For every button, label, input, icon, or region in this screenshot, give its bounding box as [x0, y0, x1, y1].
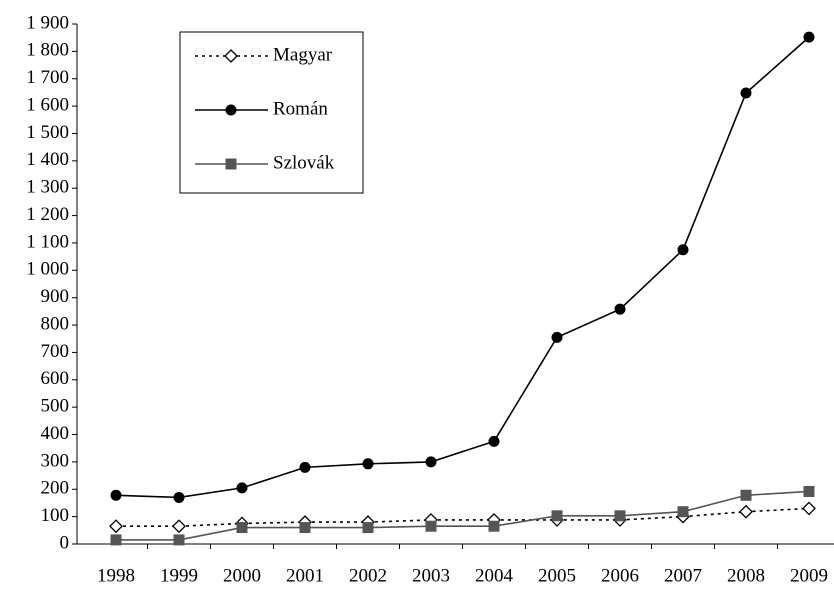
point: [173, 491, 185, 503]
y-tick-label: 200: [41, 478, 70, 499]
point: [551, 331, 563, 343]
y-tick-label: 0: [60, 532, 70, 553]
y-tick-label: 1 000: [26, 259, 69, 280]
y-tick-label: 1 800: [26, 40, 69, 61]
y-tick-label: 700: [41, 341, 70, 362]
point: [299, 461, 311, 473]
point: [110, 534, 122, 546]
point: [236, 522, 248, 534]
y-tick-label: 1 900: [26, 12, 69, 33]
x-tick-label: 2006: [601, 565, 639, 586]
point: [299, 522, 311, 534]
y-tick-label: 100: [41, 505, 70, 526]
point: [225, 104, 237, 116]
x-tick-label: 2008: [727, 565, 765, 586]
point: [173, 534, 185, 546]
y-tick-label: 1 500: [26, 122, 69, 143]
point: [614, 303, 626, 315]
point: [488, 520, 500, 532]
x-tick-label: 1998: [97, 565, 135, 586]
point: [803, 31, 815, 43]
x-tick-label: 2005: [538, 565, 576, 586]
point: [425, 520, 437, 532]
point: [362, 522, 374, 534]
point: [236, 482, 248, 494]
y-tick-label: 300: [41, 450, 70, 471]
x-tick-label: 2000: [223, 565, 261, 586]
y-tick-label: 1 200: [26, 204, 69, 225]
x-tick-label: 2002: [349, 565, 387, 586]
point: [677, 244, 689, 256]
point: [803, 485, 815, 497]
point: [614, 510, 626, 522]
point: [225, 158, 237, 170]
point: [740, 87, 752, 99]
x-tick-label: 2009: [790, 565, 828, 586]
point: [551, 510, 563, 522]
x-tick-label: 2003: [412, 565, 450, 586]
point: [802, 501, 816, 516]
x-tick-label: 2004: [475, 565, 514, 586]
y-tick-label: 400: [41, 423, 70, 444]
x-tick-label: 1999: [160, 565, 198, 586]
x-tick-label: 2001: [286, 565, 324, 586]
point: [109, 519, 123, 534]
point: [488, 435, 500, 447]
y-tick-label: 500: [41, 396, 70, 417]
y-tick-label: 1 300: [26, 177, 69, 198]
point: [224, 49, 238, 63]
y-tick-label: 600: [41, 368, 70, 389]
series-line: [115, 36, 810, 499]
point: [425, 456, 437, 468]
y-tick-label: 1 400: [26, 149, 69, 170]
y-tick-label: 900: [41, 286, 70, 307]
x-tick-label: 2007: [664, 565, 702, 586]
y-tick-label: 1 600: [26, 94, 69, 115]
legend-label: Román: [273, 98, 328, 119]
point: [172, 519, 186, 534]
series-line: [116, 490, 810, 541]
legend-label: Magyar: [273, 44, 333, 65]
series-line: [116, 507, 810, 528]
point: [362, 458, 374, 470]
point: [740, 489, 752, 501]
legend-label: Szlovák: [273, 152, 335, 173]
y-tick-label: 800: [41, 313, 70, 334]
legend-box: [179, 31, 364, 194]
y-tick-label: 1 700: [26, 67, 69, 88]
point: [677, 506, 689, 518]
point: [739, 504, 753, 519]
y-tick-label: 1 100: [26, 231, 69, 252]
point: [110, 489, 122, 501]
